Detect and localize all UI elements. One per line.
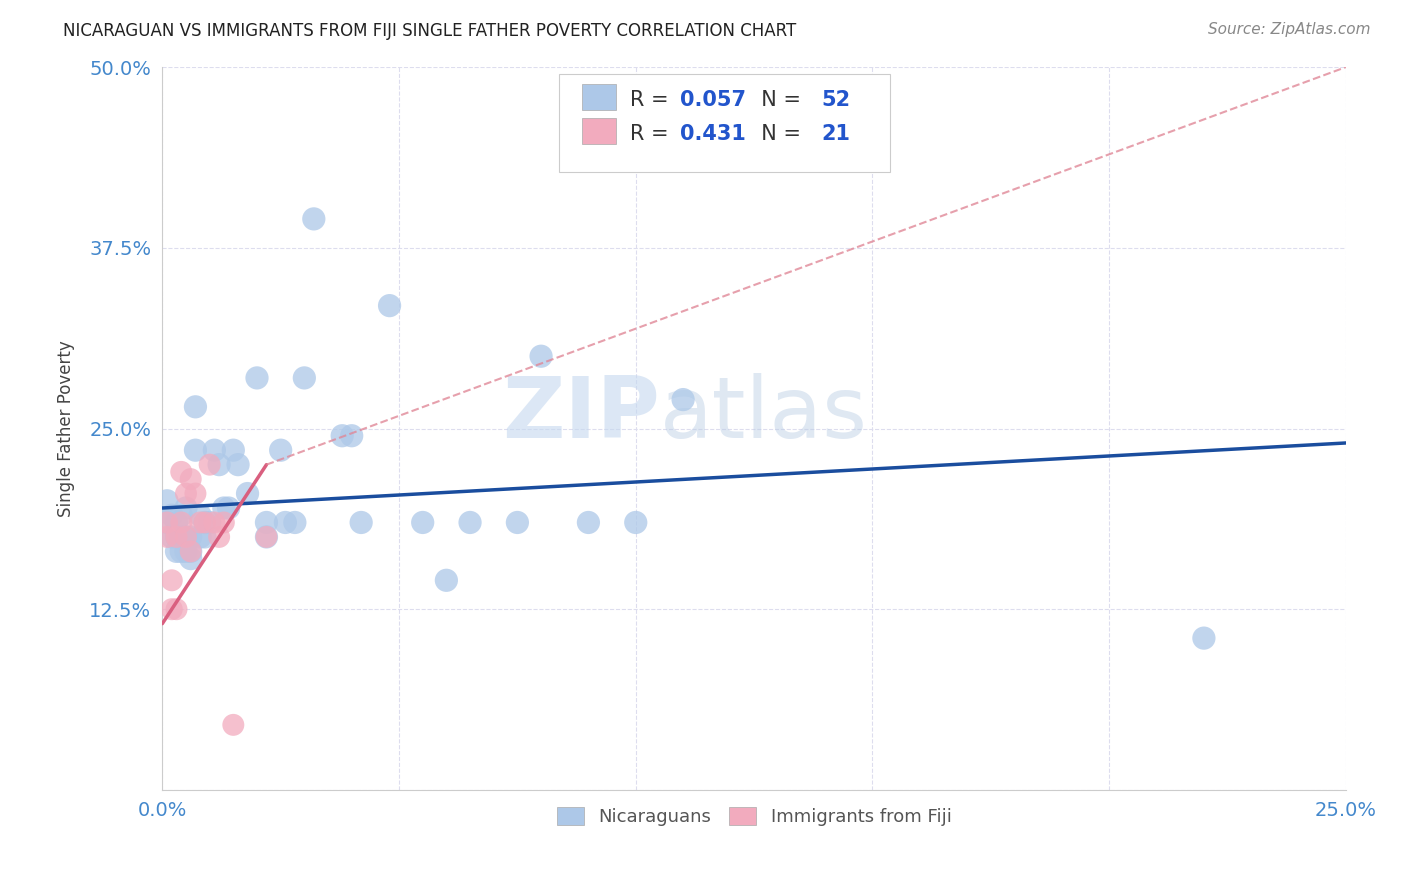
Text: 52: 52 [821,89,851,110]
Point [170,465,193,479]
Point [274,516,297,530]
Point [292,371,315,385]
Point [530,349,553,363]
Point [170,544,193,558]
Point [222,443,245,458]
Point [256,530,278,544]
Point [648,111,671,125]
Point [412,516,434,530]
Point [188,516,211,530]
Point [180,551,202,566]
FancyBboxPatch shape [582,84,616,111]
Point [270,443,292,458]
Point [174,501,197,516]
Point [198,516,221,530]
Point [218,501,240,516]
Point [174,530,197,544]
Point [166,602,188,616]
Point [170,530,193,544]
Point [170,516,193,530]
Point [184,443,207,458]
Point [180,544,202,558]
Point [226,458,249,472]
Text: atlas: atlas [659,373,868,456]
Point [180,530,202,544]
Point [434,574,457,588]
Point [174,544,197,558]
Point [194,516,217,530]
Point [302,211,325,226]
Point [212,516,235,530]
Point [166,530,188,544]
Point [458,516,481,530]
Point [350,516,373,530]
Point [160,530,183,544]
FancyBboxPatch shape [582,118,616,145]
Text: NICARAGUAN VS IMMIGRANTS FROM FIJI SINGLE FATHER POVERTY CORRELATION CHART: NICARAGUAN VS IMMIGRANTS FROM FIJI SINGL… [63,22,797,40]
Text: Source: ZipAtlas.com: Source: ZipAtlas.com [1208,22,1371,37]
Text: N =: N = [748,89,808,110]
Point [184,486,207,500]
Point [236,486,259,500]
Point [284,516,307,530]
Point [174,486,197,500]
Point [198,458,221,472]
Point [160,508,183,523]
Point [170,508,193,523]
Point [378,299,401,313]
Point [156,530,179,544]
Text: 0.057: 0.057 [679,89,745,110]
Point [672,392,695,407]
FancyBboxPatch shape [558,74,890,172]
Text: R =: R = [630,124,675,144]
Point [166,530,188,544]
Point [166,544,188,558]
Point [180,472,202,486]
Point [202,443,225,458]
Point [156,516,179,530]
Point [212,501,235,516]
Legend: Nicaraguans, Immigrants from Fiji: Nicaraguans, Immigrants from Fiji [548,797,960,835]
Point [194,516,217,530]
Point [578,516,600,530]
Text: 21: 21 [821,124,851,144]
Point [156,516,179,530]
Y-axis label: Single Father Poverty: Single Father Poverty [58,340,75,516]
Point [624,516,647,530]
Point [256,516,278,530]
Point [156,493,179,508]
Point [330,428,353,442]
Point [180,544,202,558]
Point [160,574,183,588]
Point [184,400,207,414]
Point [1192,631,1215,645]
Point [256,530,278,544]
Point [340,428,363,442]
Point [246,371,269,385]
Point [194,530,217,544]
Text: N =: N = [748,124,808,144]
Text: ZIP: ZIP [502,373,659,456]
Point [202,516,225,530]
Point [222,718,245,732]
Point [208,530,231,544]
Text: 0.431: 0.431 [679,124,745,144]
Point [174,530,197,544]
Point [188,508,211,523]
Point [166,516,188,530]
Point [188,530,211,544]
Point [160,602,183,616]
Text: R =: R = [630,89,675,110]
Point [208,458,231,472]
Point [506,516,529,530]
